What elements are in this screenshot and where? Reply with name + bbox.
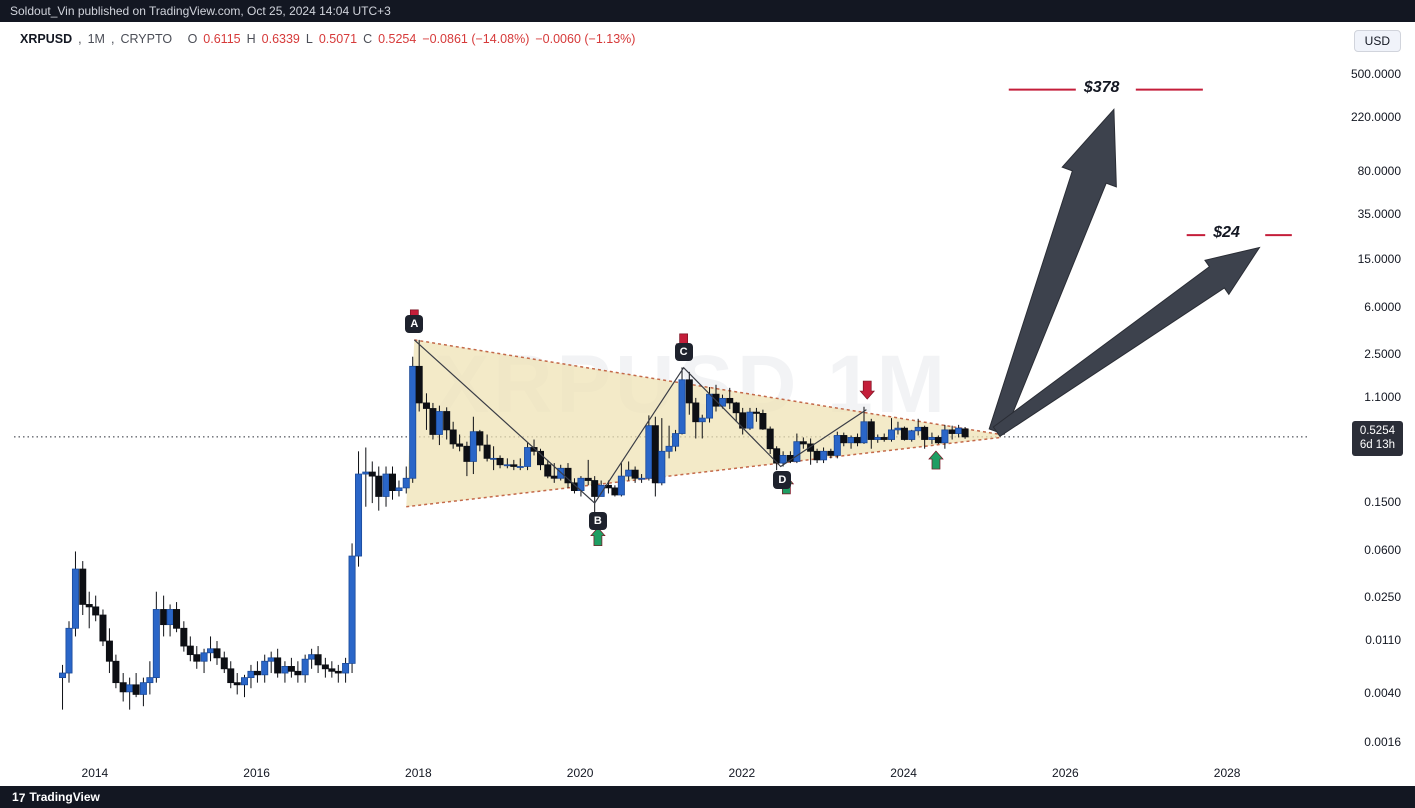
ohlc-h: 0.6339	[262, 32, 300, 46]
currency-badge[interactable]: USD	[1354, 30, 1401, 52]
x-axis: 2014 2016 2018 2020 2022 2024 2026 2028	[14, 758, 1308, 786]
change-1: −0.0861 (−14.08%)	[422, 32, 529, 46]
x-tick: 2020	[567, 766, 594, 780]
y-tick: 0.0600	[1321, 543, 1401, 557]
x-tick: 2026	[1052, 766, 1079, 780]
price-badge-time: 6d 13h	[1360, 438, 1395, 452]
y-tick: 6.0000	[1321, 300, 1401, 314]
y-tick: 0.0016	[1321, 735, 1401, 749]
change-2: −0.0060 (−1.13%)	[535, 32, 635, 46]
y-tick: 1.1000	[1321, 390, 1401, 404]
x-tick: 2014	[82, 766, 109, 780]
ohlc-c-label: C	[363, 32, 372, 46]
price-target-label: $24	[1213, 224, 1240, 242]
x-tick: 2018	[405, 766, 432, 780]
y-tick: 2.5000	[1321, 347, 1401, 361]
ohlc-o: 0.6115	[203, 32, 240, 46]
y-tick: 35.0000	[1321, 207, 1401, 221]
chart-plot[interactable]	[14, 22, 1308, 758]
tradingview-logo-icon: 17	[12, 790, 25, 804]
symbol: XRPUSD	[20, 32, 72, 46]
y-axis: 500.0000 220.0000 80.0000 35.0000 15.0000 6.0…	[1308, 22, 1415, 758]
y-tick: 0.0250	[1321, 590, 1401, 604]
ohlc-h-label: H	[247, 32, 256, 46]
chart-container: XRPUSD, 1M, CRYPTO O0.6115 H0.6339 L0.50…	[0, 22, 1415, 786]
pattern-label-B: B	[589, 512, 607, 530]
y-tick: 0.1500	[1321, 495, 1401, 509]
publish-header: Soldout_Vin published on TradingView.com…	[0, 0, 1415, 22]
exchange: CRYPTO	[120, 32, 172, 46]
x-tick: 2024	[890, 766, 917, 780]
y-tick: 220.0000	[1321, 110, 1401, 124]
pattern-label-D: D	[773, 471, 791, 489]
ohlc-o-label: O	[188, 32, 198, 46]
y-tick: 15.0000	[1321, 252, 1401, 266]
y-tick: 0.0110	[1321, 633, 1401, 647]
price-target-label: $378	[1084, 79, 1120, 97]
pattern-label-A: A	[405, 315, 423, 333]
footer-brand: TradingView	[29, 790, 99, 804]
price-badge-price: 0.5254	[1360, 424, 1395, 438]
x-tick: 2016	[243, 766, 270, 780]
ohlc-c: 0.5254	[378, 32, 416, 46]
symbol-info-line: XRPUSD, 1M, CRYPTO O0.6115 H0.6339 L0.50…	[20, 32, 635, 46]
x-tick: 2022	[729, 766, 756, 780]
ohlc-l-label: L	[306, 32, 313, 46]
price-badge: 0.52546d 13h	[1352, 421, 1403, 456]
x-tick: 2028	[1214, 766, 1241, 780]
y-tick: 0.0040	[1321, 686, 1401, 700]
y-tick: 80.0000	[1321, 164, 1401, 178]
y-tick: 500.0000	[1321, 67, 1401, 81]
publish-text: Soldout_Vin published on TradingView.com…	[10, 4, 391, 18]
ohlc-l: 0.5071	[319, 32, 357, 46]
footer-bar: 17 TradingView	[0, 786, 1415, 808]
pattern-label-C: C	[675, 343, 693, 361]
interval: 1M	[88, 32, 105, 46]
